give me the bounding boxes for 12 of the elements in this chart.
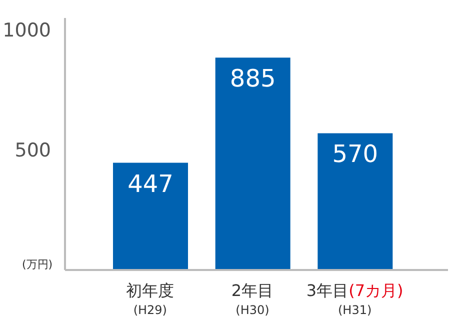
y-axis-title: (万円) — [22, 258, 53, 271]
y-tick-label: 500 — [14, 140, 51, 162]
y-tick-label: 1000 — [2, 20, 51, 42]
bar — [215, 58, 290, 270]
x-tick-label: 初年度 (H29) — [126, 281, 174, 317]
x-tick-label: 3年目(7カ月) (H31) — [306, 281, 404, 317]
bar — [318, 133, 393, 270]
data-label: 447 — [128, 170, 174, 198]
x-tick-label: 2年目 (H30) — [231, 281, 274, 317]
data-label: 570 — [332, 140, 378, 168]
bar — [113, 162, 188, 270]
data-label: 885 — [230, 64, 276, 93]
